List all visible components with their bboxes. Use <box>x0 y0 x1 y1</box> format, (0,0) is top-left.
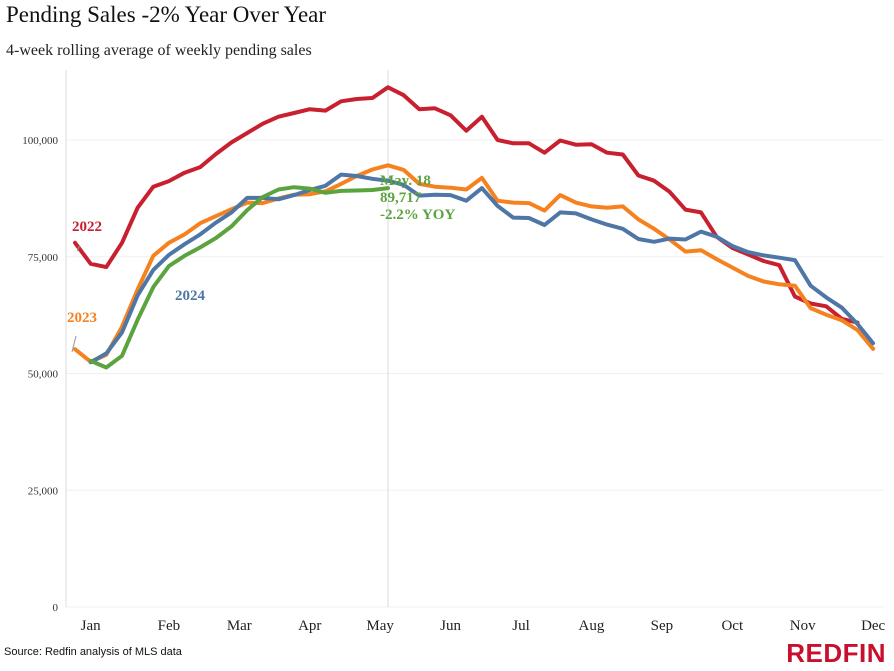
y-tick-label: 75,000 <box>28 252 59 264</box>
series-label: 2024 <box>175 288 206 304</box>
series-line-3 <box>88 185 390 370</box>
x-tick-label: May <box>366 618 394 634</box>
chart-subtitle: 4-week rolling average of weekly pending… <box>6 42 312 59</box>
chart-title: Pending Sales -2% Year Over Year <box>6 2 327 27</box>
x-tick-label: Apr <box>298 618 321 634</box>
x-tick-label: Jan <box>81 618 101 634</box>
x-tick-label: Jun <box>440 618 461 634</box>
series-line-2 <box>88 172 876 365</box>
x-tick-label: Dec <box>861 618 885 634</box>
y-tick-label: 100,000 <box>22 135 58 147</box>
x-tick-label: Oct <box>721 618 743 634</box>
x-axis: Jan Feb Mar Apr May Jun Jul Aug Sep Oct Nov Dec <box>81 618 886 634</box>
y-axis: 0 25,000 50,000 75,000 100,000 <box>22 70 67 614</box>
annotation-line: May. 18 <box>380 173 431 189</box>
annotation-line: -2.2% YOY <box>380 207 455 223</box>
series-lines <box>73 85 876 370</box>
y-tick-label: 0 <box>53 602 59 614</box>
label-leader <box>71 335 77 353</box>
series-label: 2023 <box>67 310 97 326</box>
series-line-1 <box>73 163 876 364</box>
x-tick-label: Mar <box>227 618 252 634</box>
x-tick-label: Aug <box>579 618 605 634</box>
x-tick-label: Jul <box>512 618 530 634</box>
source-note: Source: Redfin analysis of MLS data <box>4 646 182 658</box>
annotation-line: 89,717 <box>380 190 422 206</box>
gridlines <box>66 139 884 608</box>
y-tick-label: 50,000 <box>28 369 59 381</box>
y-tick-label: 25,000 <box>28 485 59 497</box>
label-leader <box>76 244 81 252</box>
x-tick-label: Feb <box>158 618 181 634</box>
x-tick-label: Nov <box>790 618 816 634</box>
series-labels: 2022 2023 2024 <box>67 219 206 353</box>
x-tick-label: Sep <box>651 618 674 634</box>
series-label: 2022 <box>72 219 102 235</box>
redfin-logo: REDFIN <box>786 638 886 668</box>
